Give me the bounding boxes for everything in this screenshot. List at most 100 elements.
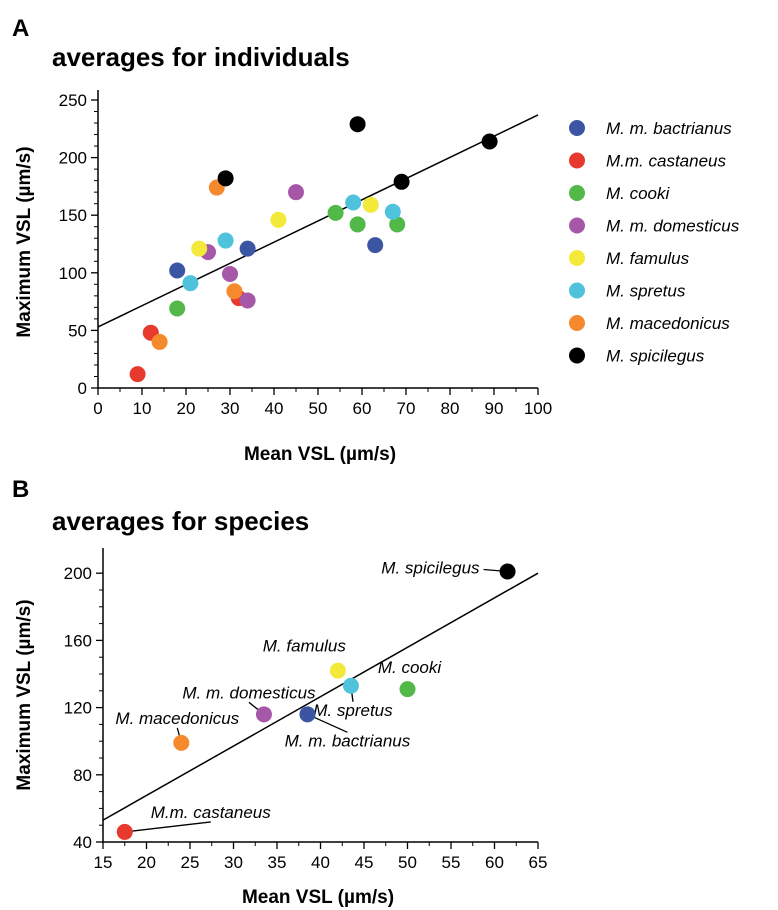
legend-label-m-spicilegus: M. spicilegus	[606, 347, 705, 366]
legend-label-m-m-bactrianus: M. m. bactrianus	[606, 119, 732, 138]
point-m-spicilegus	[393, 173, 410, 190]
legend-swatch-m-famulus	[569, 250, 585, 266]
point-m-macedonicus	[226, 283, 243, 300]
panel-a-marks	[97, 114, 539, 383]
panel-a-x-tick-label: 30	[221, 399, 240, 418]
panel-b-title: averages for species	[52, 506, 309, 536]
label-m-cooki: M. cooki	[378, 658, 443, 677]
label-m-spicilegus: M. spicilegus	[381, 559, 480, 578]
panel-a-legend: M. m. bactrianus M.m. castaneus M. cooki M.…	[569, 119, 740, 366]
point-m-famulus	[329, 662, 346, 679]
point-m-spretus	[342, 677, 359, 694]
label-m-spretus: M. spretus	[313, 701, 393, 720]
panel-a-title: averages for individuals	[52, 42, 350, 72]
point-m-spretus	[182, 275, 199, 292]
label-m-m-castaneus: M.m. castaneus	[151, 803, 271, 822]
point-m-spretus	[384, 203, 401, 220]
panel-b-x-tick-label: 20	[137, 853, 156, 872]
panel-b-y-tick-label: 40	[73, 833, 92, 852]
panel-b: B averages for species 15 20 25 30 35 40 45 50 5…	[12, 476, 547, 908]
label-m-m-domesticus: M. m. domesticus	[182, 683, 316, 702]
label-m-macedonicus: M. macedonicus	[115, 709, 239, 728]
point-m-cooki	[327, 204, 344, 221]
panel-a-y-tick-label: 0	[78, 379, 87, 398]
panel-a-x-tick-label: 20	[177, 399, 196, 418]
legend-swatch-m-cooki	[569, 185, 585, 201]
panel-b-x-tick-label: 55	[442, 853, 461, 872]
panel-a-x-tick-label: 0	[93, 399, 102, 418]
legend-swatch-m-m-bactrianus	[569, 120, 585, 136]
panel-a-x-tick-label: 10	[133, 399, 152, 418]
panel-a-y-tick-label: 200	[59, 149, 87, 168]
point-m-cooki	[399, 681, 416, 698]
panel-b-x-tick-label: 15	[94, 853, 113, 872]
leader-m-m-castaneus	[124, 821, 211, 833]
panel-a-y-tick-label: 50	[68, 321, 87, 340]
legend-swatch-m-spicilegus	[569, 347, 585, 364]
point-m-m-bactrianus	[367, 237, 384, 254]
panel-b-y-tick-label: 120	[64, 699, 92, 718]
point-m-m-domesticus	[255, 706, 272, 723]
point-m-cooki	[389, 216, 406, 233]
panel-b-x-tick-label: 60	[485, 853, 504, 872]
point-m-m-bactrianus	[239, 240, 256, 257]
panel-b-y-tick-label: 160	[64, 631, 92, 650]
panel-a-x-tick-label: 90	[485, 399, 504, 418]
legend-label-m-m-domesticus: M. m. domesticus	[606, 217, 740, 236]
panel-b-x-tick-label: 25	[181, 853, 200, 872]
point-m-famulus	[270, 211, 287, 228]
panel-b-x-tick-label: 30	[224, 853, 243, 872]
panel-a-x-tick-label: 50	[309, 399, 328, 418]
point-m-macedonicus	[173, 734, 190, 751]
panel-a-y-tick-label: 250	[59, 91, 87, 110]
panel-b-axes: 15 20 25 30 35 40 45 50 55 60 65 40 80 120 160 200	[64, 548, 548, 872]
legend-label-m-m-castaneus: M.m. castaneus	[606, 152, 726, 171]
point-m-m-bactrianus	[299, 706, 316, 723]
panel-a-regression-line	[97, 114, 539, 328]
point-m-spretus	[217, 232, 234, 249]
legend-swatch-m-m-domesticus	[569, 217, 585, 234]
panel-a-x-tick-label: 80	[441, 399, 460, 418]
panel-b-x-tick-label: 35	[268, 853, 287, 872]
point-m-spicilegus	[217, 170, 234, 187]
panel-b-x-tick-label: 40	[311, 853, 330, 872]
point-m-cooki	[169, 300, 186, 317]
point-m-m-domesticus	[222, 265, 238, 282]
panel-a-x-tick-label: 60	[353, 399, 372, 418]
panel-a-x-tick-label: 100	[524, 399, 552, 418]
panel-a: A averages for individuals 0 10 20 30 40 50 60…	[12, 15, 740, 465]
legend-label-m-cooki: M. cooki	[606, 184, 671, 203]
point-m-spicilegus	[349, 116, 366, 133]
legend-label-m-famulus: M. famulus	[606, 249, 690, 268]
label-m-famulus: M. famulus	[263, 637, 347, 656]
panel-a-letter: A	[12, 15, 29, 42]
point-m-m-bactrianus	[169, 262, 186, 279]
panel-b-x-tick-label: 45	[355, 853, 374, 872]
point-m-spicilegus	[481, 133, 498, 150]
panel-b-y-tick-label: 80	[73, 766, 92, 785]
panel-b-x-tick-label: 65	[529, 853, 548, 872]
point-m-famulus	[191, 240, 208, 257]
point-m-spicilegus	[499, 563, 516, 580]
panel-a-x-tick-label: 70	[397, 399, 416, 418]
panel-b-x-axis-label: Mean VSL (µm/s)	[242, 887, 394, 908]
legend-swatch-m-spretus	[569, 282, 585, 299]
panel-b-regression-line	[102, 572, 539, 821]
panel-b-y-tick-label: 200	[64, 564, 92, 583]
point-m-m-domesticus	[239, 292, 256, 309]
panel-b-letter: B	[12, 476, 29, 503]
panel-a-y-tick-label: 100	[59, 264, 87, 283]
panel-a-y-tick-label: 150	[59, 206, 87, 225]
panel-a-y-axis-label: Maximum VSL (µm/s)	[14, 146, 35, 337]
legend-swatch-m-m-castaneus	[569, 152, 585, 169]
panel-a-axes: 0 10 20 30 40 50 60 70 80 90 100 0 50 100 150 200 250	[59, 90, 552, 418]
legend-label-m-macedonicus: M. macedonicus	[606, 314, 730, 333]
label-m-m-bactrianus: M. m. bactrianus	[285, 731, 411, 750]
legend-label-m-spretus: M. spretus	[606, 282, 686, 301]
point-m-m-domesticus	[288, 184, 304, 201]
point-m-famulus	[362, 196, 379, 213]
point-m-m-castaneus	[129, 366, 146, 383]
point-m-cooki	[349, 216, 366, 233]
point-m-macedonicus	[151, 333, 168, 350]
